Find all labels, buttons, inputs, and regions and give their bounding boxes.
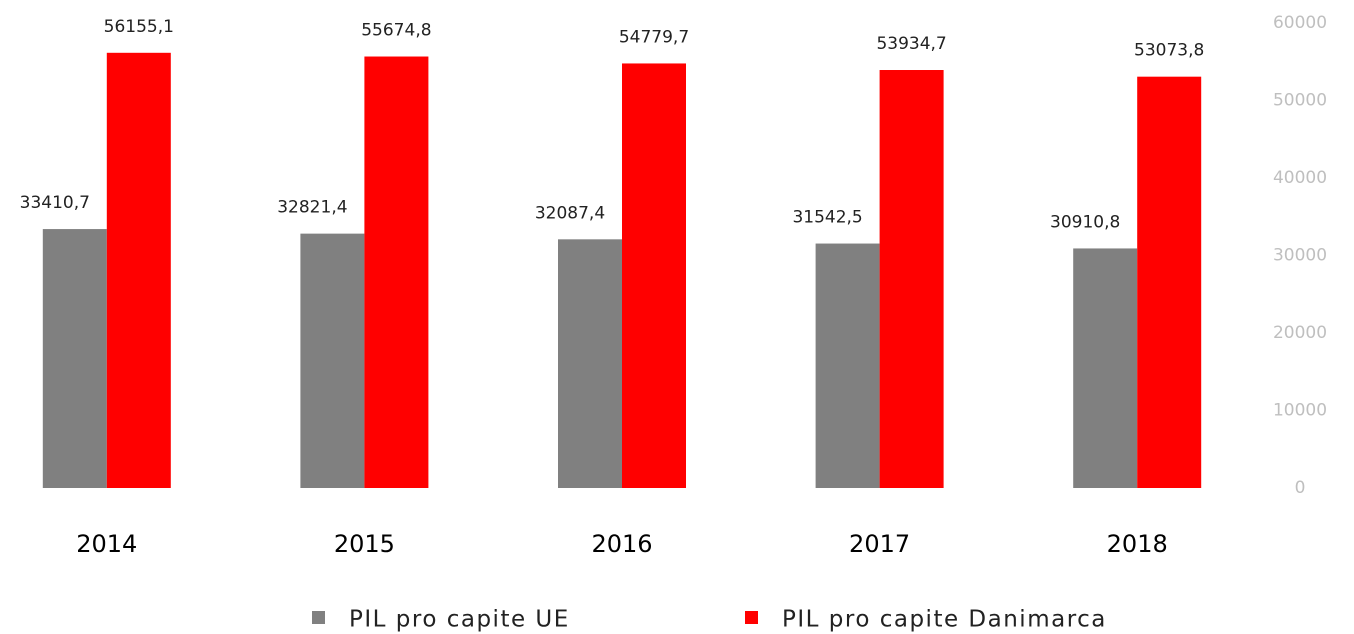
bar (364, 56, 429, 489)
value-label: 54779,7 (619, 27, 689, 47)
x-tick-label: 2016 (591, 530, 652, 558)
value-label: 32087,4 (535, 203, 605, 223)
value-label: 33410,7 (20, 193, 90, 213)
y-tick-label: 50000 (1273, 91, 1327, 111)
y-tick-label: 10000 (1273, 401, 1327, 421)
bar (622, 63, 686, 488)
legend-swatch (312, 611, 325, 624)
bar (879, 70, 944, 488)
x-tick-label: 2015 (334, 530, 395, 558)
x-tick-label: 2018 (1107, 530, 1168, 558)
legend-label: PIL pro capite Danimarca (782, 607, 1107, 633)
legend-swatch (745, 611, 758, 624)
value-label: 31542,5 (792, 208, 862, 228)
y-tick-label: 20000 (1273, 323, 1327, 343)
y-tick-label: 0 (1295, 478, 1306, 498)
y-tick-label: 60000 (1273, 13, 1327, 33)
x-tick-label: 2014 (76, 530, 137, 558)
legend-label: PIL pro capite UE (349, 607, 570, 633)
value-label: 30910,8 (1050, 212, 1120, 232)
bar (1137, 76, 1202, 489)
bar (558, 239, 622, 488)
bar (42, 229, 107, 488)
bar (300, 233, 365, 488)
bar (815, 243, 880, 488)
y-tick-label: 30000 (1273, 246, 1327, 266)
value-label: 55674,8 (361, 21, 431, 41)
value-label: 56155,1 (104, 17, 174, 37)
bar (1073, 248, 1138, 488)
value-label: 53934,7 (876, 34, 946, 54)
x-tick-label: 2017 (849, 530, 910, 558)
bar (106, 52, 171, 488)
y-tick-label: 40000 (1273, 168, 1327, 188)
value-label: 53073,8 (1134, 41, 1204, 61)
value-label: 32821,4 (277, 198, 347, 218)
